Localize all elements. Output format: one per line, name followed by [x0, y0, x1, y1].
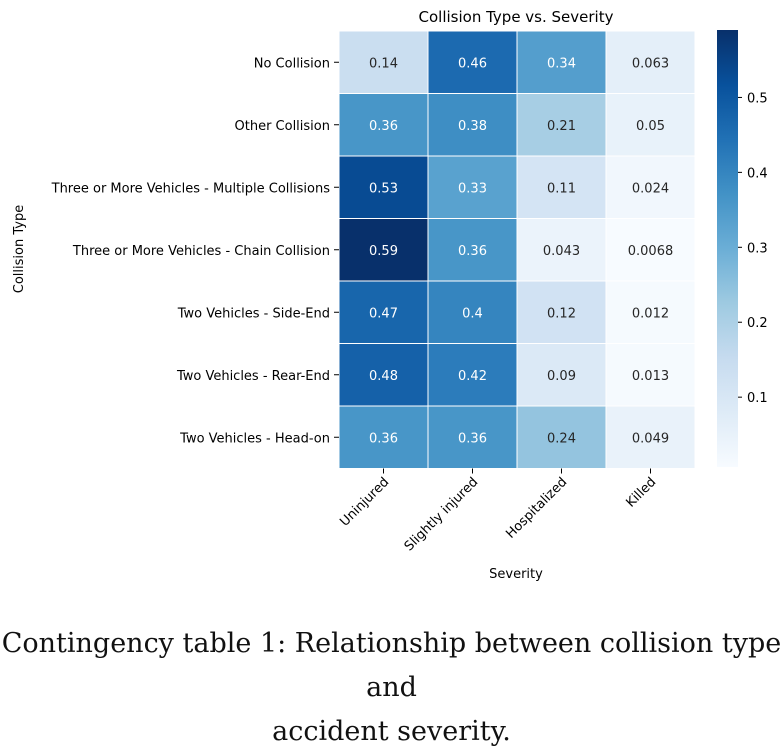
heatmap-cell — [338, 343, 429, 407]
cell-value-label: 0.36 — [458, 431, 487, 446]
cell-value-label: 0.42 — [458, 369, 487, 384]
heatmap-cell — [516, 280, 607, 344]
cell-value-label: 0.14 — [369, 56, 398, 71]
heatmap-cell — [427, 155, 518, 219]
cell-value-label: 0.012 — [632, 306, 669, 321]
heatmap-cell — [338, 218, 429, 282]
cell-value-label: 0.05 — [636, 119, 665, 134]
heatmap-cells: 0.14 0.46 0.34 0.063 0.36 0.38 0.21 0.05 0.53 0.3… — [338, 30, 696, 469]
caption-line-2: accident severity. — [272, 716, 511, 747]
y-tick-label: Other Collision — [235, 119, 331, 134]
cell-value-label: 0.024 — [632, 181, 669, 196]
cell-value-label: 0.4 — [462, 306, 483, 321]
x-tick-labels: Uninjured Slightly injured Hospitalized Kil… — [337, 468, 660, 555]
heatmap-cell — [338, 30, 429, 94]
chart-title: Collision Type vs. Severity — [419, 8, 614, 26]
heatmap-cell — [605, 30, 696, 94]
heatmap-cell — [427, 343, 518, 407]
cell-value-label: 0.12 — [547, 306, 576, 321]
y-axis-label: Collision Type — [12, 205, 27, 293]
cell-value-label: 0.34 — [547, 56, 576, 71]
colorbar-tick-label: 0.3 — [747, 241, 768, 256]
heatmap-cell — [427, 280, 518, 344]
figure-caption: Contingency table 1: Relationship betwee… — [0, 622, 783, 754]
heatmap-cell — [516, 343, 607, 407]
caption-line-1: Contingency table 1: Relationship betwee… — [1, 628, 782, 703]
heatmap-cell — [516, 30, 607, 94]
cell-value-label: 0.063 — [632, 56, 669, 71]
colorbar-tick-label: 0.5 — [747, 91, 768, 106]
cell-value-label: 0.33 — [458, 181, 487, 196]
heatmap-cell — [338, 93, 429, 157]
y-tick-label: Three or More Vehicles - Chain Collision — [72, 244, 330, 259]
cell-value-label: 0.09 — [547, 369, 576, 384]
x-tick-label: Uninjured — [337, 475, 392, 530]
heatmap-cell — [516, 405, 607, 469]
colorbar-tick-label: 0.1 — [747, 391, 768, 406]
cell-value-label: 0.53 — [369, 181, 398, 196]
heatmap-cell — [338, 405, 429, 469]
x-tick-label: Killed — [624, 475, 660, 511]
heatmap-cell — [605, 280, 696, 344]
y-tick-label: Two Vehicles - Side-End — [177, 306, 330, 321]
cell-value-label: 0.013 — [632, 369, 669, 384]
cell-value-label: 0.0068 — [628, 244, 674, 259]
heatmap-cell — [427, 93, 518, 157]
cell-value-label: 0.049 — [632, 431, 669, 446]
cell-value-label: 0.48 — [369, 369, 398, 384]
heatmap-cell — [605, 218, 696, 282]
heatmap-cell — [427, 30, 518, 94]
heatmap-cell — [605, 155, 696, 219]
x-tick-label: Slightly injured — [402, 475, 482, 555]
cell-value-label: 0.36 — [458, 244, 487, 259]
colorbar-tick-label: 0.4 — [747, 166, 768, 181]
cell-value-label: 0.24 — [547, 431, 576, 446]
x-tick-label: Hospitalized — [503, 475, 570, 542]
cell-value-label: 0.47 — [369, 306, 398, 321]
cell-value-label: 0.21 — [547, 119, 576, 134]
heatmap-cell — [605, 343, 696, 407]
heatmap-chart: Collision Type vs. Severity 0.14 0.46 0.34… — [12, 8, 768, 582]
cell-value-label: 0.46 — [458, 56, 487, 71]
colorbar-tick-label: 0.2 — [747, 316, 768, 331]
colorbar-gradient — [717, 30, 738, 467]
cell-value-label: 0.38 — [458, 119, 487, 134]
heatmap-cell — [605, 405, 696, 469]
heatmap-cell — [605, 93, 696, 157]
cell-value-label: 0.11 — [547, 181, 576, 196]
y-tick-label: No Collision — [254, 56, 330, 71]
y-tick-labels: No Collision Other Collision Three or More… — [51, 56, 339, 446]
cell-value-label: 0.36 — [369, 431, 398, 446]
cell-value-label: 0.59 — [369, 244, 398, 259]
heatmap-cell — [427, 218, 518, 282]
cell-value-label: 0.043 — [543, 244, 580, 259]
x-axis-label: Severity — [489, 567, 543, 582]
y-tick-label: Three or More Vehicles - Multiple Collis… — [51, 181, 331, 196]
y-tick-label: Two Vehicles - Head-on — [179, 431, 330, 446]
y-tick-label: Two Vehicles - Rear-End — [176, 369, 330, 384]
colorbar: 0.1 0.2 0.3 0.4 0.5 — [717, 30, 768, 467]
cell-value-label: 0.36 — [369, 119, 398, 134]
